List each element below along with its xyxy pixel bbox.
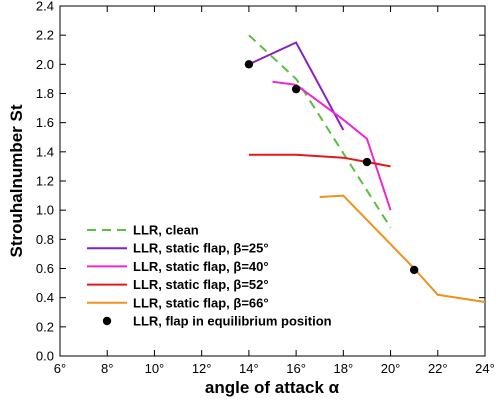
y-tick-label: 1.4 [36, 144, 54, 159]
series-1-line [248, 41, 345, 131]
y-tick-label: 0.4 [36, 290, 54, 305]
y-tick-label: 2.0 [36, 57, 54, 72]
x-tick-label: 16° [286, 361, 306, 376]
legend: LLR, clean LLR, static flap, β=25° LLR, st… [87, 223, 332, 329]
series-3-line [248, 153, 391, 168]
series-5-point [362, 157, 372, 167]
x-tick-label: 12° [192, 361, 212, 376]
x-tick-label: 10° [145, 361, 165, 376]
y-tick-label: 0.6 [36, 261, 54, 276]
x-axis-label: angle of attack α [205, 378, 340, 397]
y-tick-label: 0.2 [36, 319, 54, 334]
x-tick-label: 22° [428, 361, 448, 376]
series-0-line [248, 34, 392, 229]
x-tick-label: 6° [54, 361, 66, 376]
legend-marker [102, 316, 112, 326]
x-tick-label: 20° [381, 361, 401, 376]
y-tick-label: 0.0 [36, 349, 54, 364]
legend-entry-label: LLR, static flap, β=52° [133, 277, 269, 292]
series-5-point [291, 84, 301, 94]
x-tick-label: 8° [101, 361, 113, 376]
series-layer [244, 34, 486, 303]
y-tick-label: 2.4 [36, 0, 54, 14]
y-tick-label: 1.6 [36, 115, 54, 130]
legend-entry-label: LLR, static flap, β=40° [133, 259, 269, 274]
y-tick-label: 2.2 [36, 28, 54, 43]
series-5-point [409, 265, 419, 275]
y-tick-label: 1.0 [36, 203, 54, 218]
y-tick-label: 1.2 [36, 174, 54, 189]
y-tick-label: 1.8 [36, 86, 54, 101]
x-tick-label: 24° [475, 361, 495, 376]
legend-entry-label: LLR, static flap, β=66° [133, 295, 269, 310]
legend-entry-label: LLR, clean [133, 223, 199, 238]
y-axis-label: Strouhalnumber St [7, 104, 26, 257]
y-tick-label: 0.8 [36, 232, 54, 247]
axis-ticks: 6° 8° 10° 12° 14° 16° 18° 20° 22° 24° 0.0 0.2 0.4 0.6… [36, 0, 495, 376]
legend-entry-label: LLR, flap in equilibrium position [133, 314, 332, 329]
legend-entry-label: LLR, static flap, β=25° [133, 241, 269, 256]
series-2-line [272, 80, 392, 211]
x-tick-label: 18° [333, 361, 353, 376]
series-5-point [244, 60, 254, 69]
x-tick-label: 14° [239, 361, 259, 376]
series-4-line [319, 194, 486, 303]
